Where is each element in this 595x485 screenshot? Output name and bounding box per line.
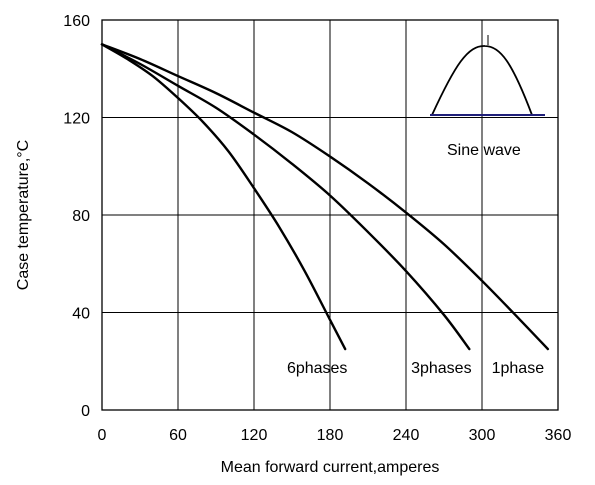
sine-wave-inset: Sine wave [430,35,545,159]
x-tick-label-180: 180 [317,427,344,444]
tick-labels: 0 60 120 180 240 300 360 0 40 80 120 160 [63,13,571,444]
series-line-3phases [100,43,471,351]
y-axis-title: Case temperature,°C [15,140,32,290]
x-axis-title: Mean forward current,amperes [221,459,440,476]
x-tick-label-240: 240 [393,427,420,444]
series-line-6phases [100,43,347,351]
y-tick-label-120: 120 [63,111,90,128]
x-tick-label-0: 0 [98,427,107,444]
series-label-3phases: 3phases [411,360,472,377]
sine-wave-curve [431,45,533,116]
sine-wave-label: Sine wave [447,142,521,159]
y-tick-label-0: 0 [81,403,90,420]
x-tick-label-120: 120 [241,427,268,444]
y-tick-label-40: 40 [72,306,90,323]
x-tick-label-360: 360 [545,427,572,444]
grid-lines [102,20,558,410]
series-label-6phases: 6phases [287,360,348,377]
x-tick-label-300: 300 [469,427,496,444]
y-tick-label-80: 80 [72,208,90,225]
y-tick-label-160: 160 [63,13,90,30]
series-curves: 6phases 3phases 1phase [100,43,550,377]
series-line-1phase [100,43,550,351]
plot-frame [101,19,559,411]
x-tick-label-60: 60 [169,427,187,444]
series-label-1phase: 1phase [492,360,545,377]
